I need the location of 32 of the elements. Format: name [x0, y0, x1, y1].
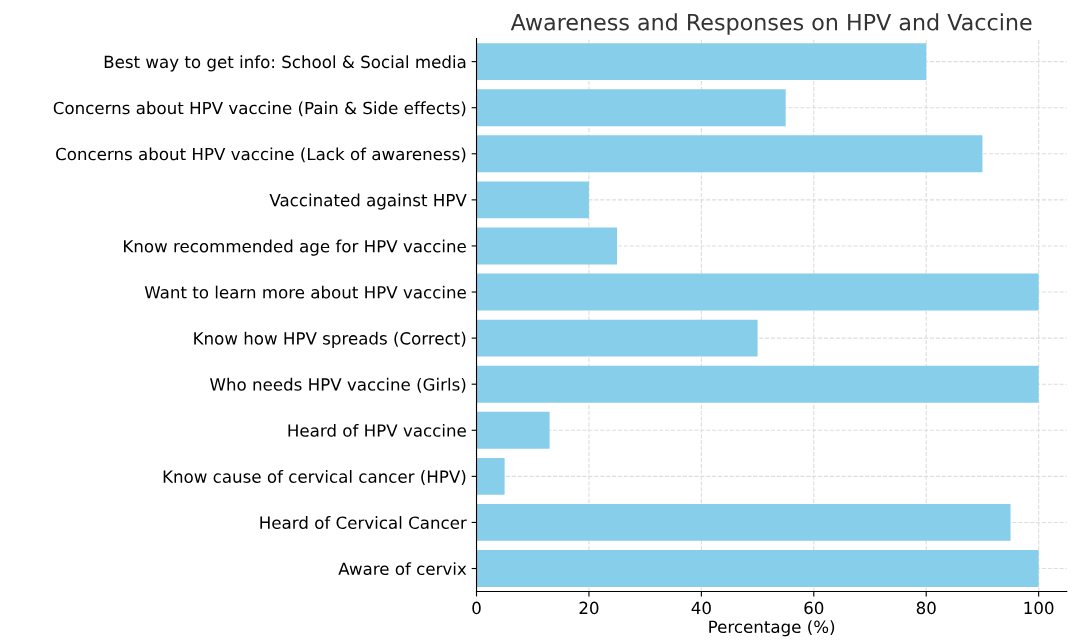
y-tick-label: Concerns about HPV vaccine (Lack of awareness) [56, 147, 466, 163]
y-tick-label: Want to learn more about HPV vaccine [144, 285, 466, 299]
y-tick-label: Best way to get info: School & Social media [104, 55, 466, 72]
y-tick-label: Heard of HPV vaccine [288, 423, 466, 437]
y-tick-label: Concerns about HPV vaccine (Pain & Side effects) [53, 101, 466, 117]
y-tick-label: Vaccinated against HPV [269, 193, 467, 210]
bar [476, 411, 550, 449]
x-tick-label: 80 [916, 601, 936, 615]
y-tick-label: Know how HPV spreads (Correct) [194, 331, 466, 348]
x-tick-label: 60 [804, 601, 824, 615]
bar [476, 457, 505, 495]
x-tick-label: 40 [691, 601, 711, 615]
bar [476, 273, 1039, 311]
x-tick-label: 0 [472, 601, 481, 615]
bar [476, 227, 618, 265]
bar [476, 181, 589, 219]
bar [476, 504, 1011, 541]
x-tick-label: 20 [579, 601, 599, 615]
bar [476, 550, 1039, 587]
bar [476, 319, 758, 357]
bar [476, 365, 1039, 403]
y-tick-label: Heard of Cervical Cancer [260, 516, 467, 530]
bar [476, 43, 927, 81]
y-tick-label: Who needs HPV vaccine (Girls) [210, 377, 466, 393]
y-tick-label: Aware of cervix [338, 562, 467, 576]
x-axis-title: Percentage (%) [709, 620, 835, 637]
y-tick-label: Know cause of cervical cancer (HPV) [163, 470, 466, 485]
x-tick-label: 100 [1024, 601, 1054, 615]
chart-title: Awareness and Responses on HPV and Vaccine [510, 13, 1032, 35]
bar [476, 135, 983, 173]
y-tick-label: Know recommended age for HPV vaccine [124, 239, 466, 256]
bar [476, 89, 786, 127]
